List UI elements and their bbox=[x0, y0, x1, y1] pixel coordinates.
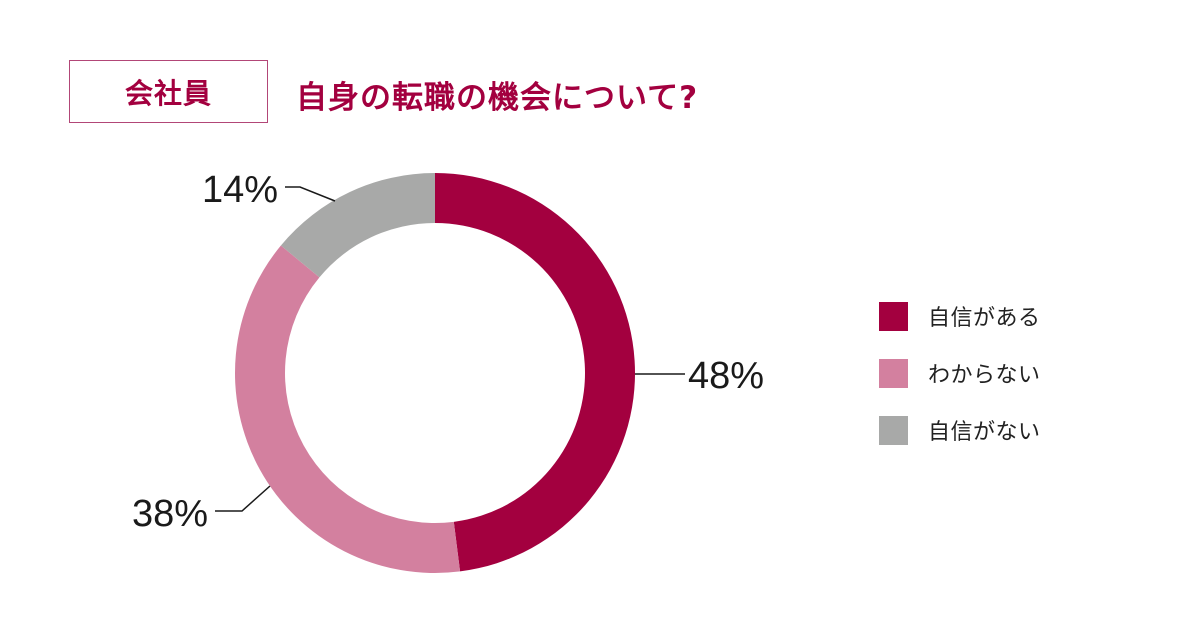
category-tag: 会社員 bbox=[69, 60, 268, 123]
legend-label-not-confident: 自信がない bbox=[928, 420, 1041, 445]
donut-slice-1 bbox=[235, 245, 461, 573]
percent-labels: 48% 38% 14% bbox=[132, 169, 764, 535]
leader-line-2 bbox=[285, 186, 336, 202]
legend-label-confident: 自信がある bbox=[928, 306, 1041, 331]
legend-label-unsure: わからない bbox=[928, 363, 1041, 388]
donut-slice-2 bbox=[280, 173, 435, 278]
legend-item-confident: 自信がある bbox=[879, 298, 1041, 334]
legend-swatch-not-confident bbox=[879, 415, 908, 445]
donut-slices bbox=[235, 173, 635, 573]
legend-swatch-unsure bbox=[879, 358, 908, 388]
category-tag-label: 会社員 bbox=[124, 76, 212, 110]
donut-slice-0 bbox=[435, 173, 635, 572]
chart-title: 自身の転職の機会について? bbox=[296, 80, 699, 116]
legend: 自信がある わからない 自信がない bbox=[879, 298, 1041, 469]
percent-label-2: 14% bbox=[202, 169, 278, 211]
leader-lines bbox=[215, 186, 685, 512]
leader-line-1 bbox=[215, 485, 271, 512]
percent-label-0: 48% bbox=[688, 355, 764, 397]
legend-swatch-confident bbox=[879, 301, 908, 331]
legend-item-unsure: わからない bbox=[879, 355, 1041, 391]
legend-item-not-confident: 自信がない bbox=[879, 412, 1041, 448]
percent-label-1: 38% bbox=[132, 493, 208, 535]
